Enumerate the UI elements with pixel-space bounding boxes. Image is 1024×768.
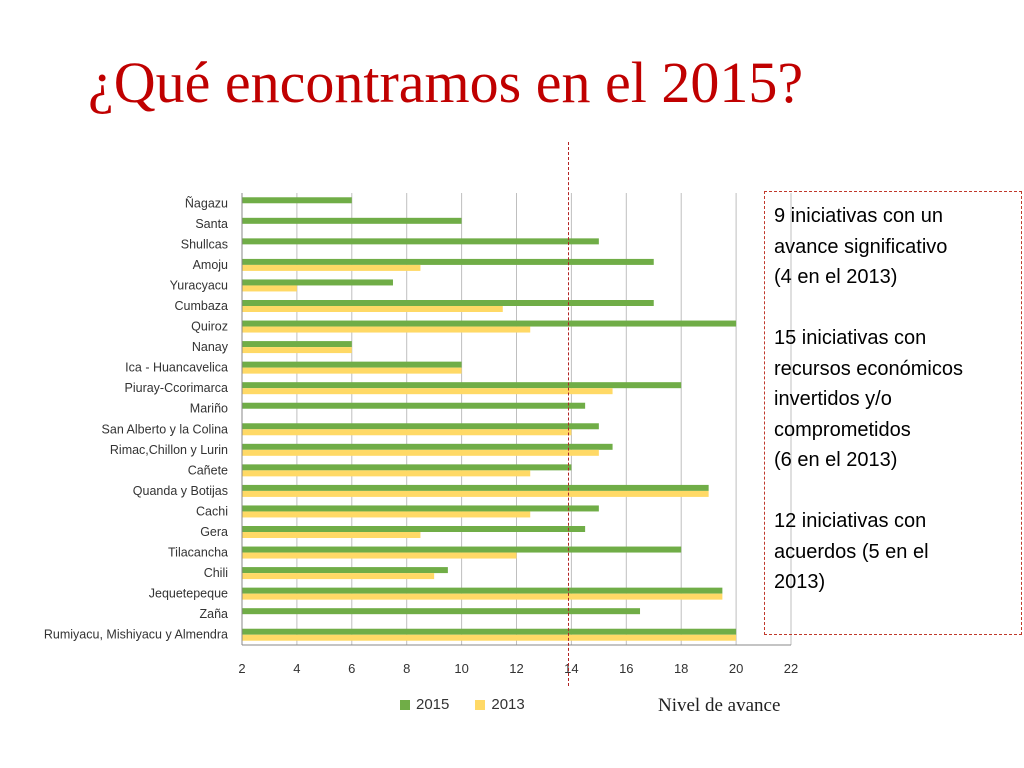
x-tick-label: 18: [674, 661, 688, 676]
bar-2013: [242, 573, 435, 580]
category-label: Cumbaza: [175, 299, 229, 313]
bar-2013: [242, 634, 737, 641]
bar-2013: [242, 449, 599, 456]
bar-2013: [242, 285, 297, 292]
info-line: comprometidos: [774, 418, 911, 441]
category-label: Rumiyacu, Mishiyacu y Almendra: [44, 628, 228, 642]
category-label: Quiroz: [191, 320, 228, 334]
info-paragraph: 12 iniciativas con acuerdos (5 en el 2013): [774, 506, 1021, 598]
bar-2013: [242, 264, 421, 271]
category-label: Cachi: [196, 504, 228, 518]
bar-2015: [242, 567, 448, 574]
category-label: Santa: [195, 217, 228, 231]
bar-2015: [242, 423, 599, 430]
bar-2013: [242, 367, 462, 374]
bar-2015: [242, 526, 586, 532]
legend-item-2013: 2013: [475, 696, 525, 713]
bar-2013: [242, 429, 572, 436]
category-label: Amoju: [193, 258, 228, 272]
info-line: invertidos y/o: [774, 388, 892, 410]
bar-2015: [242, 238, 599, 245]
category-label: Shullcas: [181, 237, 228, 251]
bar-2015: [242, 361, 462, 368]
category-label: Mariño: [190, 402, 228, 416]
bar-2013: [242, 593, 723, 600]
category-label: Gera: [200, 525, 228, 539]
legend-swatch-2013: [475, 699, 486, 710]
legend-label-2015: 2015: [416, 696, 450, 713]
bar-2013: [242, 511, 531, 518]
bar-2015: [242, 258, 654, 265]
bar-2015: [242, 443, 613, 450]
x-tick-label: 20: [729, 661, 743, 676]
info-line: 9 iniciativas con un: [774, 205, 943, 227]
info-paragraph: 15 iniciativas con recursos económicos inv…: [774, 323, 1021, 476]
bar-2015: [242, 197, 352, 204]
x-tick-label: 22: [784, 661, 798, 676]
bar-2013: [242, 490, 709, 497]
legend-swatch-2015: [400, 699, 410, 710]
info-line: (6 en el 2013): [774, 449, 898, 471]
bar-2015: [242, 341, 352, 348]
category-label: Chili: [204, 566, 228, 580]
bar-2015: [242, 464, 572, 471]
bar-2015: [242, 628, 737, 635]
reference-line: [568, 142, 569, 686]
bar-2013: [242, 306, 503, 312]
category-label: Ica - Huancavelica: [125, 361, 228, 375]
info-line: (4 en el 2013): [774, 266, 898, 288]
bar-2013: [242, 347, 352, 354]
bar-2015: [242, 484, 709, 491]
category-label: Cañete: [188, 463, 228, 477]
x-tick-label: 4: [293, 661, 300, 676]
bar-2015: [242, 546, 682, 553]
x-tick-label: 2: [238, 661, 245, 676]
bar-2013: [242, 326, 531, 333]
bar-2015: [242, 505, 599, 512]
category-label: Zaña: [200, 607, 229, 621]
legend-item-2015: 2015: [400, 696, 449, 713]
category-label: Ñagazu: [185, 196, 228, 210]
info-box: 9 iniciativas con un avance significativo…: [764, 191, 1022, 635]
bar-2015: [242, 402, 586, 409]
x-tick-label: 12: [509, 661, 523, 676]
x-tick-label: 10: [454, 661, 468, 676]
info-line: avance significativo: [774, 235, 948, 258]
bar-2015: [242, 382, 682, 389]
bar-2015: [242, 608, 641, 615]
category-label: Rimac,Chillon y Lurin: [110, 443, 228, 457]
info-line: 12 iniciativas con: [774, 510, 927, 532]
info-line: acuerdos (5 en el: [774, 540, 929, 563]
x-tick-label: 8: [403, 661, 410, 676]
info-paragraph: 9 iniciativas con un avance significativo…: [774, 201, 1021, 293]
bar-2015: [242, 279, 393, 286]
bar-2015: [242, 300, 654, 306]
x-tick-label: 14: [564, 661, 578, 676]
bar-2013: [242, 388, 613, 395]
x-tick-label: 6: [348, 661, 355, 676]
info-line: recursos económicos: [774, 357, 963, 380]
bar-2015: [242, 217, 462, 224]
category-label: Quanda y Botijas: [133, 484, 228, 498]
category-label: Jequetepeque: [149, 587, 228, 601]
legend-label-2013: 2013: [491, 696, 525, 713]
bar-2013: [242, 532, 421, 538]
category-label: Piuray-Ccorimarca: [125, 381, 229, 395]
bar-2015: [242, 320, 737, 327]
chart-legend: 2015 2013: [400, 696, 551, 713]
category-label: Nanay: [192, 340, 229, 354]
info-line: 2013): [774, 571, 826, 593]
x-axis-caption: Nivel de avance: [658, 695, 781, 716]
category-label: San Alberto y la Colina: [102, 422, 229, 436]
x-tick-label: 16: [619, 661, 633, 676]
bar-2013: [242, 552, 517, 559]
info-line: 15 iniciativas con: [774, 327, 927, 349]
bar-2013: [242, 470, 531, 477]
category-label: Yuracyacu: [170, 278, 228, 292]
category-label: Tilacancha: [168, 546, 228, 560]
bar-2015: [242, 587, 723, 594]
slide-title: ¿Qué encontramos en el 2015?: [88, 50, 804, 115]
